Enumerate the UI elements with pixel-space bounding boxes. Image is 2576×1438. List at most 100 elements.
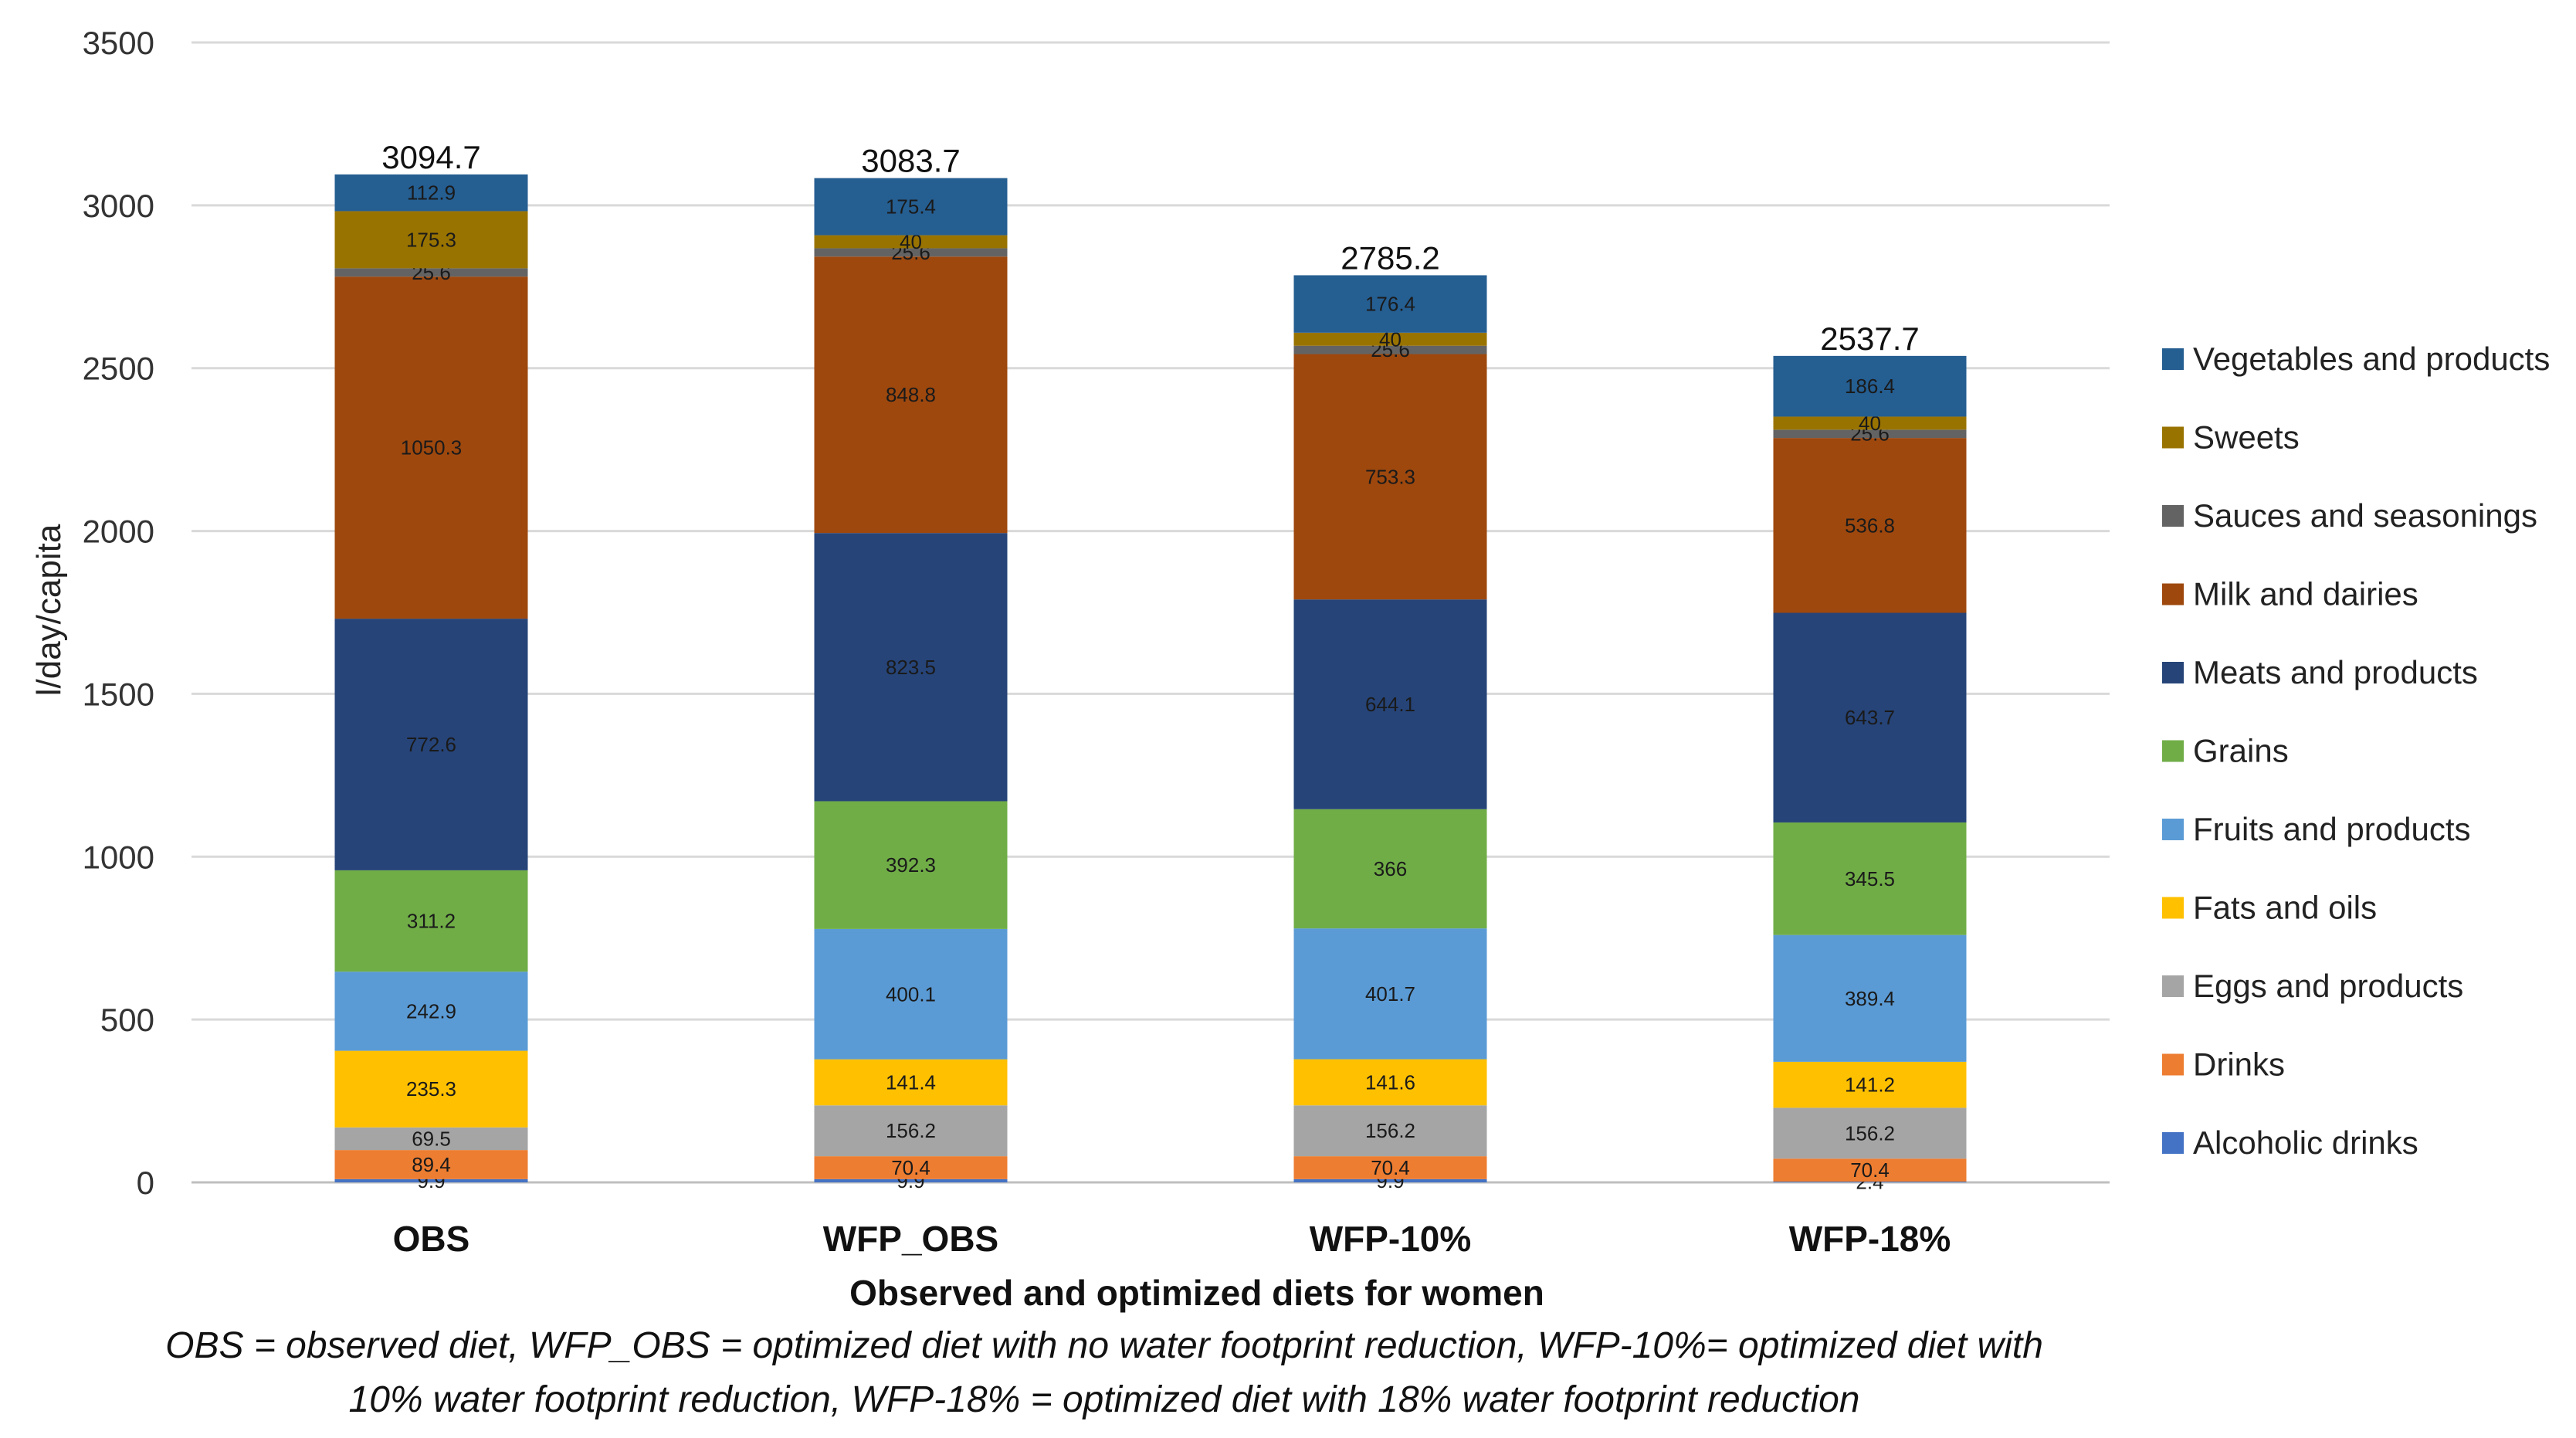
data-label: 311.2 — [407, 910, 456, 933]
x-axis-label: Observed and optimized diets for women — [849, 1273, 1544, 1313]
bar-segment — [334, 1150, 528, 1179]
data-label: 69.5 — [412, 1127, 451, 1150]
legend-label: Alcoholic drinks — [2193, 1124, 2418, 1161]
y-tick-label: 1000 — [83, 839, 154, 875]
bar-segment — [1773, 822, 1967, 935]
bar-total-label: 2537.7 — [1820, 320, 1919, 357]
x-tick-label: OBS — [393, 1219, 470, 1259]
bar-segment — [1293, 599, 1487, 809]
bar-segment — [334, 276, 528, 619]
x-tick-label: WFP_OBS — [823, 1219, 998, 1259]
bar-segment — [1773, 1107, 1967, 1159]
bar-segment — [1293, 1156, 1487, 1179]
bar-segment — [1293, 809, 1487, 929]
data-label: 176.4 — [1365, 293, 1415, 316]
data-label: 345.5 — [1845, 867, 1895, 890]
bar-segment — [814, 235, 1008, 249]
bar-segment — [1773, 438, 1967, 613]
bar-segment — [334, 268, 528, 277]
bar-total-label: 3094.7 — [381, 139, 480, 175]
legend-swatch — [2162, 819, 2184, 840]
data-label: 175.4 — [886, 195, 936, 219]
bar-segment — [814, 928, 1008, 1060]
bar-total-label: 3083.7 — [861, 143, 960, 179]
data-label: 242.9 — [406, 999, 456, 1023]
legend-swatch — [2162, 1053, 2184, 1076]
data-label: 141.2 — [1845, 1073, 1895, 1097]
y-axis-ticks: 0 500 1000 1500 2000 2500 3000 3500 — [83, 25, 154, 1201]
data-label: 89.4 — [412, 1153, 451, 1176]
x-tick-label: WFP-10% — [1310, 1219, 1472, 1259]
legend-label: Vegetables and products — [2193, 341, 2550, 377]
legend-label: Milk and dairies — [2193, 576, 2418, 612]
y-tick-label: 1500 — [83, 676, 154, 712]
data-label: 1050.3 — [401, 436, 463, 460]
bar-segment — [814, 1156, 1008, 1179]
data-label: 70.4 — [891, 1156, 930, 1179]
bar-total-label: 2785.2 — [1341, 239, 1439, 276]
bar-segment — [334, 870, 528, 972]
legend-label: Sauces and seasonings — [2193, 497, 2537, 534]
data-label: 644.1 — [1365, 693, 1415, 716]
y-axis-label: l/day/capita — [30, 524, 68, 696]
caption-line-1: OBS = observed diet, WFP_OBS = optimized… — [165, 1325, 2043, 1366]
bar-segment — [334, 619, 528, 870]
y-tick-label: 0 — [137, 1165, 154, 1201]
bar-segment — [334, 1179, 528, 1182]
bar-segment — [814, 1105, 1008, 1157]
legend-swatch — [2162, 505, 2184, 527]
legend-label: Meats and products — [2193, 654, 2478, 690]
data-label: 392.3 — [886, 853, 936, 877]
bar-segment — [334, 1127, 528, 1151]
data-label: 186.4 — [1845, 375, 1895, 398]
bar-segment — [1293, 332, 1487, 346]
bar-segment — [1773, 355, 1967, 417]
y-tick-label: 2500 — [83, 351, 154, 387]
data-label: 156.2 — [1845, 1121, 1895, 1145]
legend-swatch — [2162, 975, 2184, 997]
caption-line-2: 10% water footprint reduction, WFP-18% =… — [348, 1379, 1860, 1420]
bar-segment — [334, 174, 528, 212]
bar-segment — [1293, 1059, 1487, 1106]
data-label: 156.2 — [1365, 1119, 1415, 1142]
data-label: 70.4 — [1371, 1156, 1410, 1179]
legend-label: Drinks — [2193, 1046, 2285, 1083]
legend-swatch — [2162, 897, 2184, 919]
bar-segment — [814, 248, 1008, 257]
y-tick-label: 3500 — [83, 25, 154, 61]
bars: 9.989.469.5235.3242.9311.2772.61050.325.… — [334, 139, 1967, 1193]
legend-swatch — [2162, 1132, 2184, 1154]
data-label: 175.3 — [406, 228, 456, 251]
data-label: 400.1 — [886, 982, 936, 1006]
bar-segment — [1293, 354, 1487, 600]
data-label: 366 — [1374, 857, 1407, 880]
legend-label: Grains — [2193, 733, 2289, 769]
legend-label: Eggs and products — [2193, 968, 2463, 1004]
bar-segment — [1773, 934, 1967, 1062]
y-tick-label: 500 — [100, 1002, 154, 1038]
bar-segment — [1293, 345, 1487, 354]
legend-swatch — [2162, 426, 2184, 449]
y-tick-label: 2000 — [83, 514, 154, 550]
bar-segment — [814, 1059, 1008, 1106]
y-tick-label: 3000 — [83, 188, 154, 224]
data-label: 235.3 — [406, 1077, 456, 1101]
legend: Vegetables and products Sweets Sauces and … — [2162, 341, 2550, 1161]
data-label: 643.7 — [1845, 706, 1895, 729]
data-label: 141.6 — [1365, 1070, 1415, 1094]
bar-segment — [334, 1050, 528, 1128]
data-label: 389.4 — [1845, 987, 1895, 1010]
data-label: 141.4 — [886, 1070, 936, 1094]
legend-label: Sweets — [2193, 419, 2300, 456]
data-label: 536.8 — [1845, 514, 1895, 537]
bar-segment — [1773, 416, 1967, 430]
legend-swatch — [2162, 662, 2184, 683]
bar-segment — [334, 972, 528, 1051]
x-tick-label: WFP-18% — [1789, 1219, 1951, 1259]
data-label: 823.5 — [886, 656, 936, 679]
x-axis-ticks: OBS WFP_OBS WFP-10% WFP-18% — [393, 1219, 1951, 1259]
legend-label: Fruits and products — [2193, 811, 2471, 847]
legend-swatch — [2162, 740, 2184, 762]
bar-segment — [334, 211, 528, 269]
bar-segment — [1773, 429, 1967, 439]
